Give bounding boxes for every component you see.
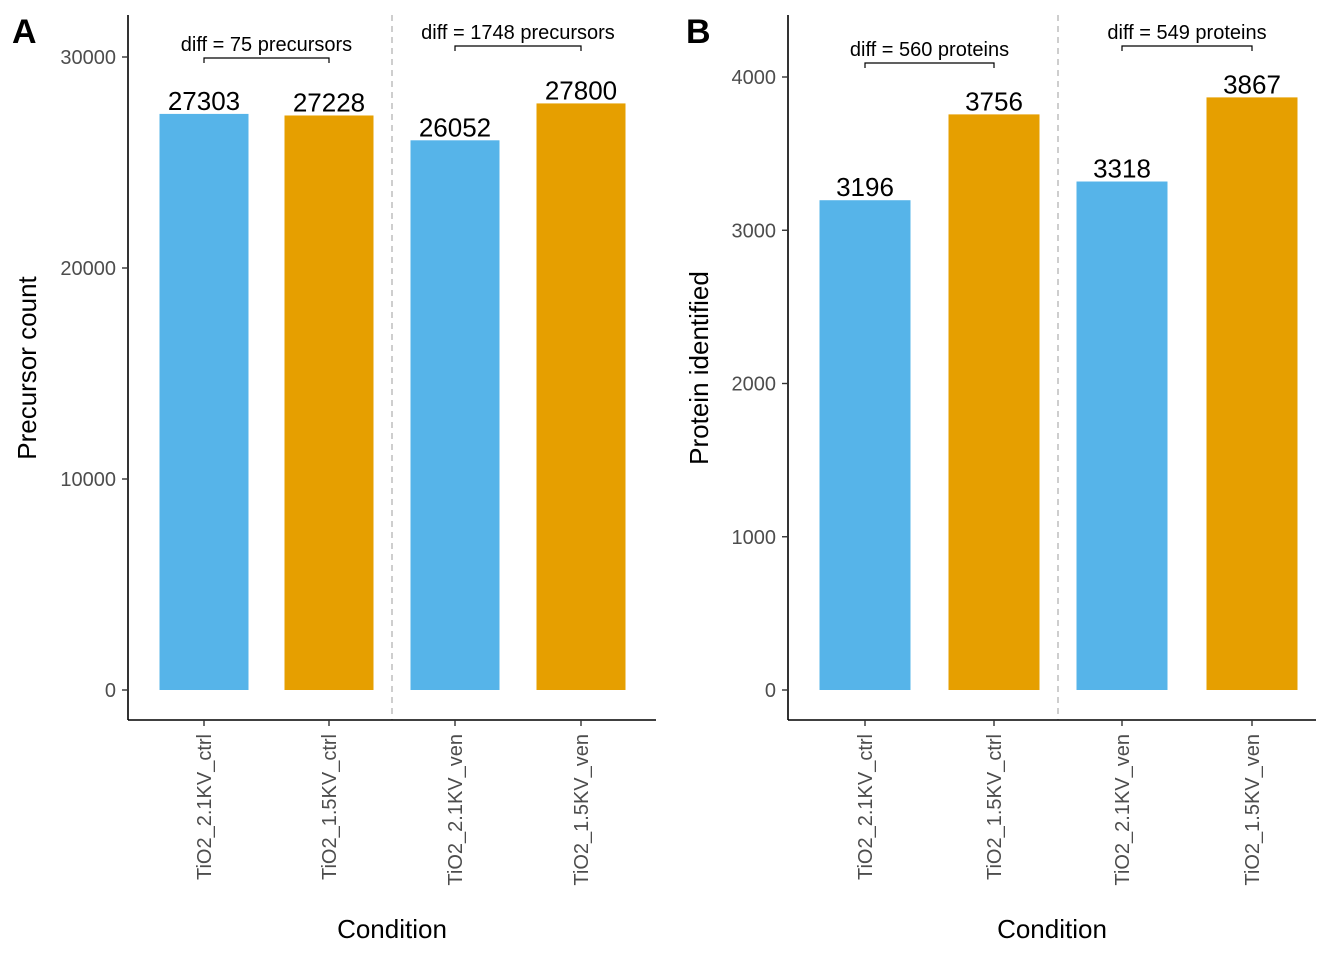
x-tick-label: TiO2_2.1KV_ctrl bbox=[194, 734, 216, 880]
y-tick-label: 0 bbox=[765, 680, 776, 702]
bar-value-label: 26052 bbox=[419, 112, 491, 142]
bar-value-label: 3867 bbox=[1223, 69, 1281, 99]
bar-value-label: 3756 bbox=[965, 86, 1023, 116]
diff-annotation: diff = 75 precursors bbox=[181, 34, 352, 56]
x-tick-label: TiO2_1.5KV_ven bbox=[1242, 734, 1264, 886]
x-tick-label: TiO2_1.5KV_ven bbox=[571, 734, 593, 886]
bar-value-label: 27800 bbox=[545, 75, 617, 105]
panel-letter-b: B bbox=[686, 13, 711, 51]
bar bbox=[819, 200, 911, 690]
x-tick-label: TiO2_1.5KV_ctrl bbox=[319, 734, 341, 880]
x-tick-label: TiO2_2.1KV_ven bbox=[1112, 734, 1134, 886]
x-tick-label: TiO2_2.1KV_ctrl bbox=[855, 734, 877, 880]
y-tick-label: 1000 bbox=[732, 527, 777, 549]
bar bbox=[284, 115, 374, 690]
y-tick-label: 20000 bbox=[60, 258, 116, 280]
x-axis-title: Condition bbox=[997, 914, 1107, 944]
bar bbox=[410, 140, 500, 690]
bar-value-label: 3196 bbox=[836, 172, 894, 202]
x-tick-label: TiO2_2.1KV_ven bbox=[445, 734, 467, 886]
y-axis-title: Precursor count bbox=[12, 275, 42, 459]
diff-bracket bbox=[454, 45, 582, 51]
diff-annotation: diff = 549 proteins bbox=[1107, 22, 1266, 44]
y-tick-label: 0 bbox=[105, 680, 116, 702]
bar-value-label: 27228 bbox=[293, 87, 365, 117]
bar bbox=[159, 113, 249, 691]
y-tick-label: 30000 bbox=[60, 47, 116, 69]
diff-annotation: diff = 1748 precursors bbox=[421, 22, 615, 44]
diff-bracket bbox=[864, 62, 995, 68]
diff-annotation: diff = 560 proteins bbox=[850, 39, 1009, 61]
panel-letter-a: A bbox=[12, 13, 37, 51]
bar-value-label: 27303 bbox=[168, 86, 240, 116]
x-axis-title: Condition bbox=[337, 914, 447, 944]
bar bbox=[948, 114, 1040, 690]
diff-bracket bbox=[203, 57, 330, 63]
y-tick-label: 3000 bbox=[732, 220, 777, 242]
x-tick-label: TiO2_1.5KV_ctrl bbox=[984, 734, 1006, 880]
diff-bracket bbox=[1121, 45, 1253, 51]
bar bbox=[1076, 181, 1168, 691]
bar-value-label: 3318 bbox=[1093, 154, 1151, 184]
y-tick-label: 10000 bbox=[60, 469, 116, 491]
y-tick-label: 4000 bbox=[732, 67, 777, 89]
bar bbox=[536, 103, 626, 691]
y-tick-label: 2000 bbox=[732, 374, 777, 396]
y-axis-title: Protein identified bbox=[684, 271, 714, 465]
bar bbox=[1206, 97, 1298, 690]
